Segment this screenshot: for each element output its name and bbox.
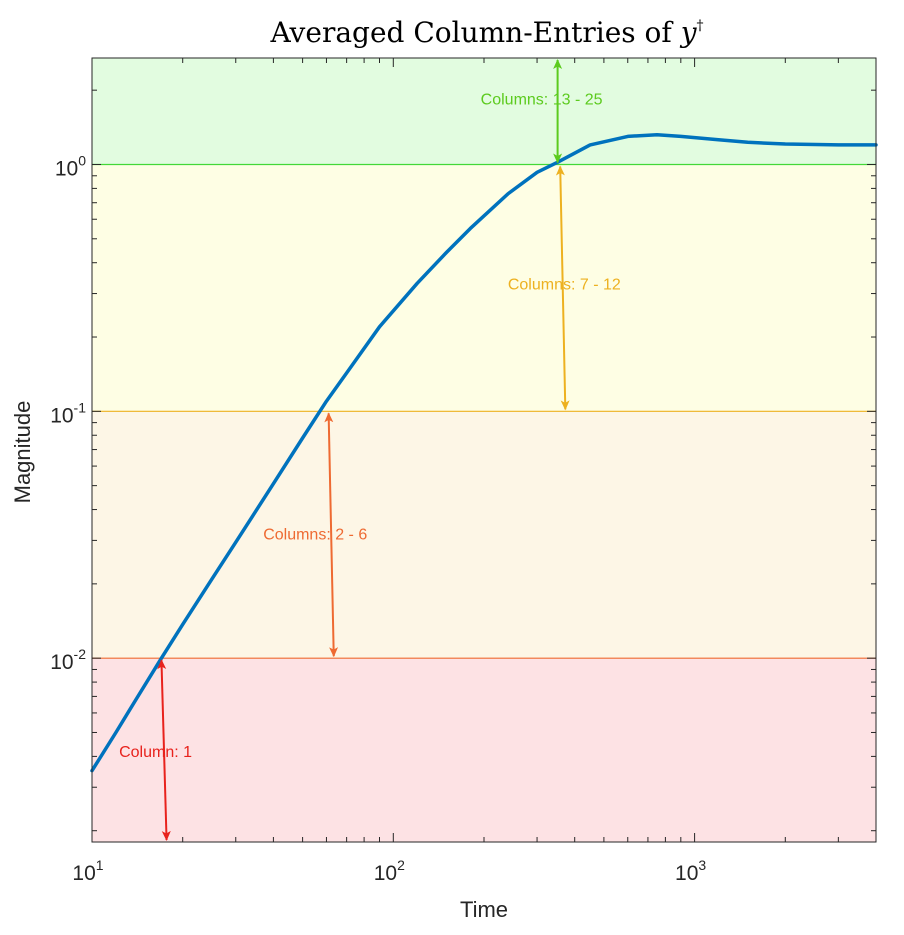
y-tick-label: 10-2 (50, 646, 86, 674)
band-label-1: Column: 1 (119, 744, 192, 761)
data-series (90, 132, 878, 773)
x-axis-label: Time (460, 897, 508, 922)
series-line (90, 132, 878, 773)
band-2 (92, 411, 876, 659)
y-tick-label: 100 (55, 152, 86, 180)
range-arrows (157, 59, 570, 841)
axis-ticks (91, 58, 877, 842)
x-tick-label: 103 (675, 857, 706, 885)
y-axis-label: Magnitude (10, 401, 35, 504)
band-4 (92, 58, 876, 165)
y-tick-label: 10-1 (50, 399, 86, 427)
band-label-3: Columns: 7 - 12 (508, 276, 621, 293)
threshold-lines (92, 163, 876, 659)
range-arrow-1 (157, 659, 171, 841)
chart-title: Averaged Column-Entries of y† (269, 16, 703, 49)
band-1 (92, 658, 876, 842)
band-3 (92, 164, 876, 412)
range-arrow-3 (555, 165, 570, 411)
band-label-4: Columns: 13 - 25 (481, 92, 603, 109)
range-arrow-2 (324, 412, 339, 658)
x-tick-label: 102 (374, 857, 405, 885)
background-bands (92, 58, 876, 842)
x-tick-label: 101 (72, 857, 103, 885)
annotations: Column: 1 Columns: 2 - 6 Columns: 7 - 12 Co… (119, 92, 621, 762)
band-label-2: Columns: 2 - 6 (263, 526, 367, 543)
tick-labels: 101 102 103 10-2 10-1 100 (50, 152, 706, 885)
